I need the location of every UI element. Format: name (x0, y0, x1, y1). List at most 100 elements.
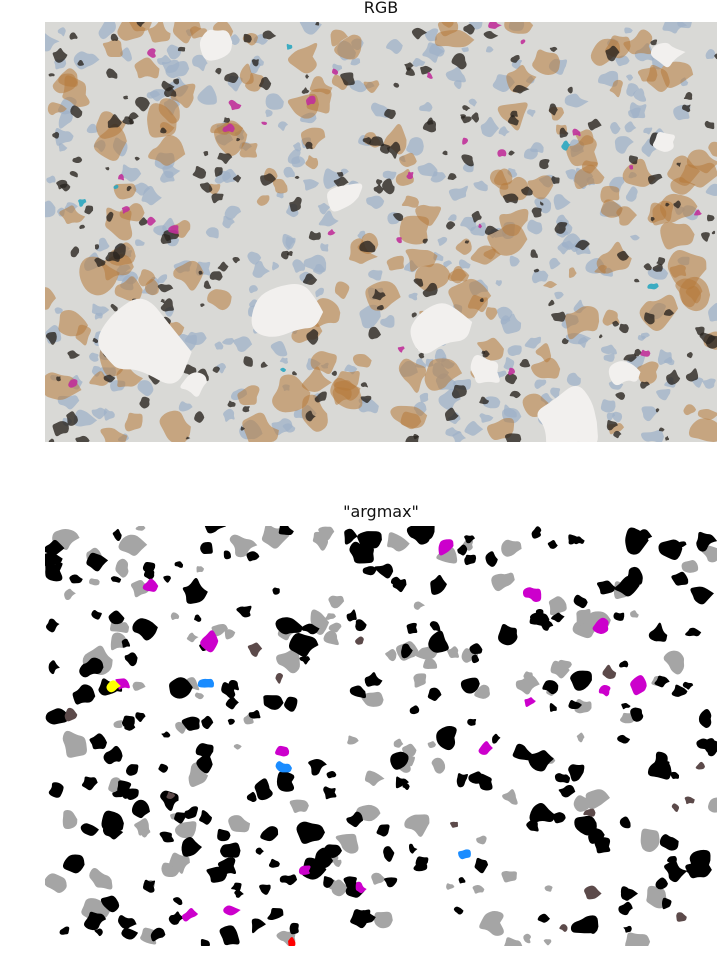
segment-black (200, 542, 213, 555)
nucleus (509, 255, 520, 267)
dark-stain (530, 249, 538, 259)
segment-black (429, 621, 441, 632)
segment-black (670, 771, 679, 779)
segment-black (204, 526, 226, 534)
segment-black (460, 677, 480, 694)
dab-stain (568, 267, 577, 278)
nucleus (534, 379, 547, 389)
segment-black (251, 918, 266, 934)
dark-stain (70, 105, 83, 119)
dark-stain (673, 200, 681, 209)
dab-stain (272, 178, 288, 194)
segment-black (413, 526, 435, 544)
dab-stain (116, 366, 143, 388)
dab-stain (170, 83, 196, 109)
lumen-space (180, 372, 207, 397)
nucleus (141, 185, 162, 206)
magenta-stain (261, 121, 268, 125)
segment-black (594, 837, 611, 854)
nucleus (550, 387, 561, 399)
segment-darkbrown (684, 796, 695, 805)
segment-magenta (298, 865, 311, 875)
segment-gray (188, 762, 209, 787)
segment-black (118, 915, 137, 929)
segment-gray (45, 873, 67, 893)
dark-stain (686, 352, 693, 359)
magenta-stain (68, 379, 78, 388)
dab-stain (334, 281, 350, 300)
segment-black (655, 877, 668, 890)
dark-stain (214, 167, 223, 177)
segment-black (457, 544, 468, 556)
dark-stain (360, 382, 369, 388)
segment-gray (371, 872, 386, 885)
segment-black (259, 884, 271, 895)
nucleus (276, 192, 284, 199)
nucleus (226, 34, 240, 46)
segment-black (199, 810, 212, 825)
dark-stain (123, 95, 129, 100)
segment-gray (427, 741, 436, 749)
dark-stain (306, 329, 319, 345)
segment-black (121, 638, 131, 648)
dab-stain (532, 49, 561, 76)
nucleus (637, 334, 646, 341)
segment-black (678, 541, 687, 548)
dark-stain (67, 350, 81, 359)
segment-black (163, 575, 171, 583)
dab-stain (398, 358, 427, 393)
segment-black (568, 764, 585, 782)
magenta-stain (118, 174, 125, 181)
segment-gray (233, 744, 242, 750)
dab-stain (504, 22, 534, 34)
nucleus (157, 274, 168, 284)
segment-gray (640, 828, 660, 853)
dab-stain (424, 358, 463, 391)
nucleus (566, 372, 581, 386)
dab-stain (669, 264, 687, 278)
segment-gray (289, 799, 309, 813)
segment-black (384, 877, 398, 888)
dark-stain (259, 76, 272, 91)
segment-black (81, 776, 98, 791)
segment-black (485, 551, 498, 567)
lumen-space (199, 29, 233, 61)
dark-stain (56, 179, 68, 190)
dark-stain (510, 54, 520, 63)
cyan-stain (113, 184, 119, 190)
segment-black (573, 594, 588, 609)
segment-gray (387, 532, 410, 552)
segment-darkbrown (275, 672, 284, 684)
dark-stain (240, 426, 246, 431)
nucleus (498, 126, 510, 137)
segment-black (492, 733, 501, 744)
dark-stain (619, 323, 629, 334)
dab-stain (148, 135, 186, 166)
segment-black (48, 782, 64, 798)
nucleus (641, 406, 658, 422)
dark-stain (462, 105, 471, 111)
nucleus (277, 121, 288, 131)
dark-stain (139, 396, 150, 409)
dab-stain (667, 155, 701, 186)
segment-darkbrown (676, 912, 687, 922)
dark-stain (294, 175, 300, 179)
segment-gray (62, 730, 87, 758)
nucleus (480, 116, 499, 138)
dab-stain (144, 278, 159, 296)
dark-stain (292, 371, 297, 376)
segment-black (587, 924, 597, 934)
segment-black (436, 725, 457, 751)
segment-gray (141, 829, 151, 838)
dark-stain (134, 156, 140, 161)
dark-stain (103, 374, 116, 383)
dark-stain (106, 68, 118, 79)
dab-stain (600, 199, 623, 218)
dark-stain (422, 120, 437, 133)
cyan-stain (78, 199, 87, 207)
dab-stain (679, 276, 711, 312)
dark-stain (442, 150, 448, 156)
segment-black (572, 536, 585, 545)
dark-stain (157, 283, 174, 293)
segment-black (682, 681, 694, 690)
